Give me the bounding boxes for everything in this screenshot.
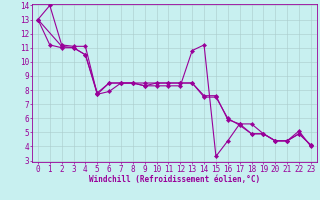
X-axis label: Windchill (Refroidissement éolien,°C): Windchill (Refroidissement éolien,°C) [89, 175, 260, 184]
